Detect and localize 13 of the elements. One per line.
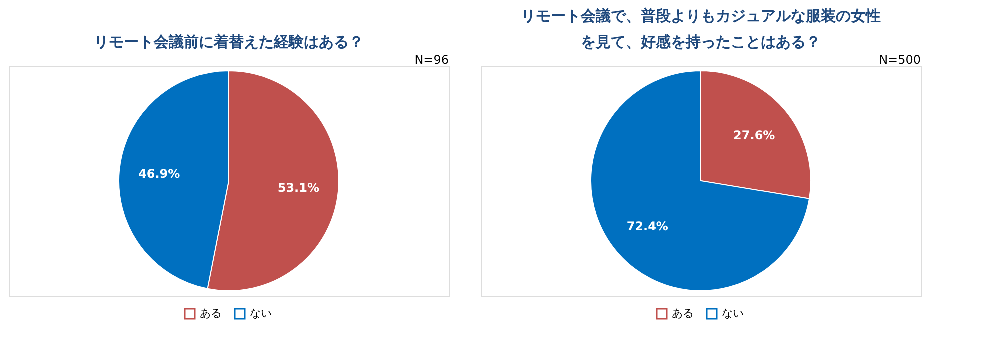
pie-slice [590,70,810,292]
legend-label: ない [250,307,272,320]
data-label: 46.9% [138,167,180,182]
chart-title: リモート会議で、普段よりもカジュアルな服装の女性を見て、好感を持ったことはある？ [521,7,881,51]
data-label: 27.6% [734,128,776,143]
chart-title: リモート会議前に着替えた経験はある？ [94,33,364,51]
legend-label: ある [672,307,694,320]
legend-label: ある [200,307,222,320]
legend-label: ない [722,307,744,320]
text: N=500 [879,53,921,67]
data-label: 72.4% [626,219,668,234]
data-label: 53.1% [278,180,320,195]
text: N=96 [414,53,449,67]
